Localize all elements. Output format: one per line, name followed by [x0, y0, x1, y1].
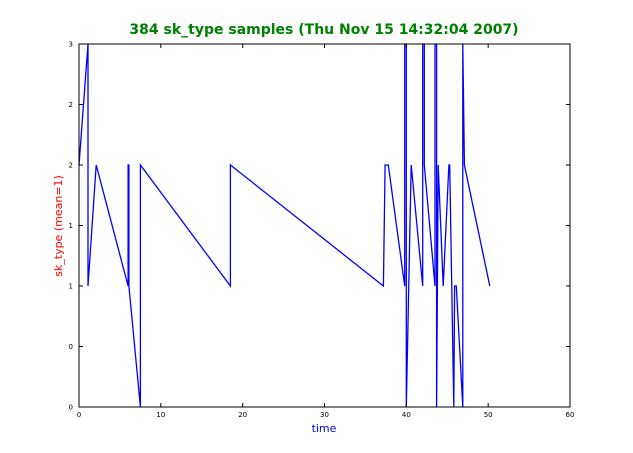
x-tick-label: 60: [566, 411, 575, 419]
x-tick-label: 50: [484, 411, 493, 419]
y-tick-label: 1: [69, 222, 73, 230]
y-tick-label: 1: [69, 283, 73, 291]
series-layer: [78, 43, 491, 408]
y-axis-label: sk_type (mean=1): [52, 175, 65, 277]
x-tick-label: 0: [77, 411, 81, 419]
y-tick-label: 3: [69, 41, 73, 49]
x-tick-label: 40: [402, 411, 411, 419]
series-line-0: [78, 43, 491, 408]
x-axis-label: time: [312, 422, 337, 435]
x-tick-label: 20: [238, 411, 247, 419]
chart-title: 384 sk_type samples (Thu Nov 15 14:32:04…: [129, 22, 518, 38]
x-tick-label: 10: [156, 411, 165, 419]
y-tick-label: 0: [69, 404, 73, 412]
plot-area-frame: [78, 43, 571, 408]
y-tick-label: 2: [69, 162, 73, 170]
y-tick-label: 0: [69, 343, 73, 351]
x-tick-label: 30: [320, 411, 329, 419]
y-tick-label: 2: [69, 101, 73, 109]
